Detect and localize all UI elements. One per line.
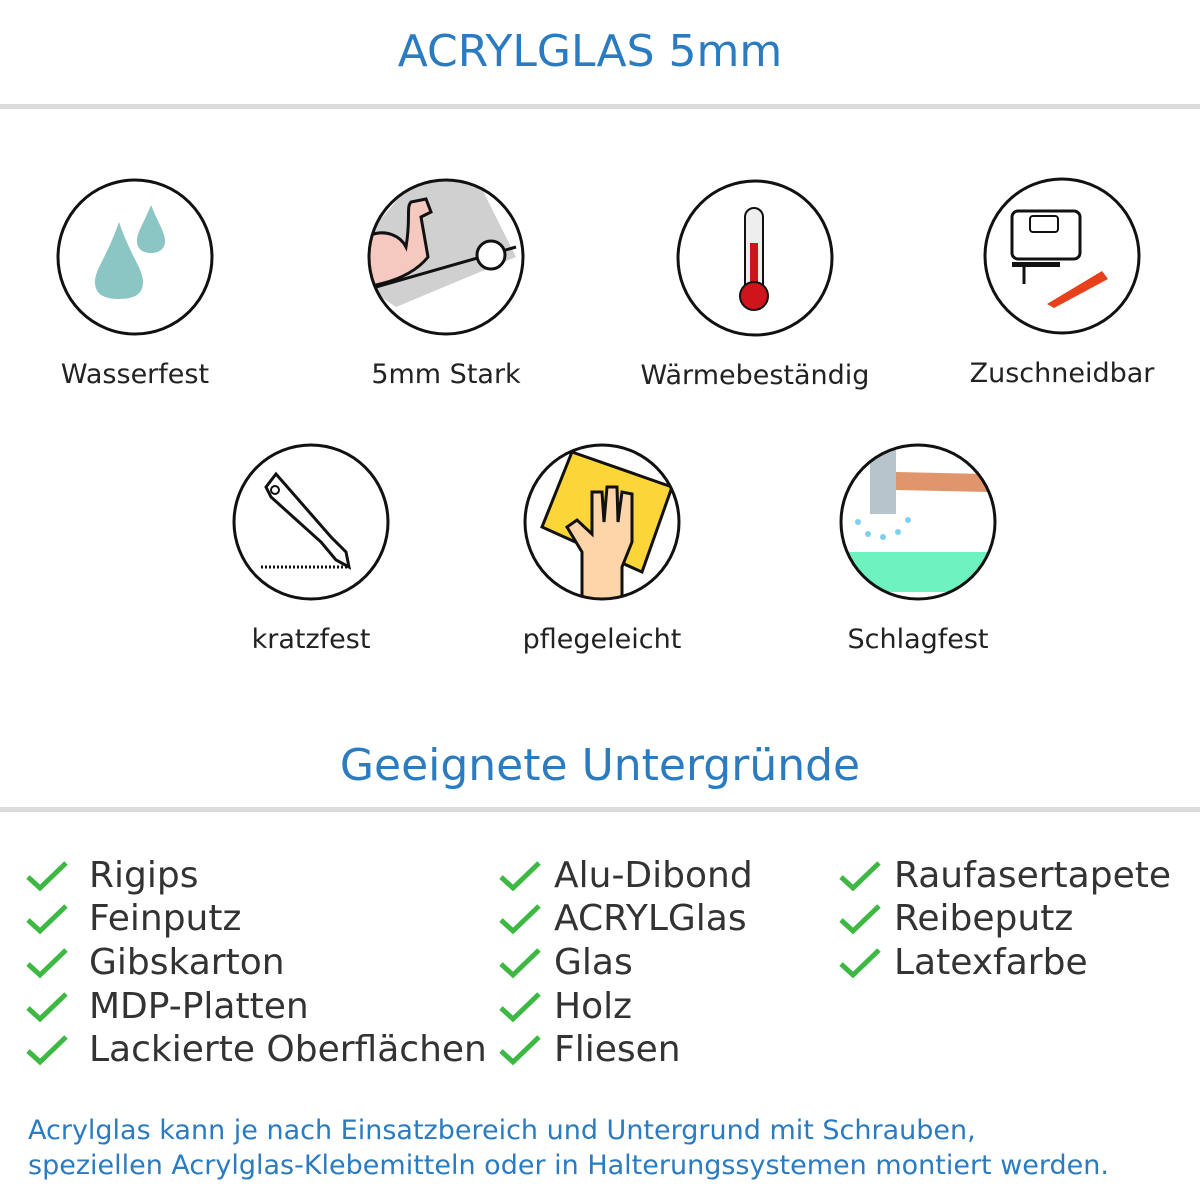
- feature-label: 5mm Stark: [371, 359, 521, 390]
- surface-item: MDP-Platten: [25, 986, 309, 1027]
- divider-top: [0, 104, 1200, 109]
- feature-kratzfest: kratzfest: [161, 442, 461, 655]
- checkmark-icon: [839, 947, 881, 978]
- checkmark-icon: [499, 947, 541, 978]
- checkmark-icon: [839, 903, 881, 934]
- feature-label: Zuschneidbar: [969, 358, 1155, 389]
- surface-item: Feinputz: [25, 898, 241, 939]
- checkmark-icon: [26, 947, 68, 978]
- page-title: ACRYLGLAS 5mm: [397, 26, 783, 77]
- checkmark-icon: [26, 903, 68, 934]
- water-drops-icon: [56, 178, 214, 336]
- surface-item: Gibskarton: [25, 942, 285, 983]
- checkmark-icon: [26, 860, 68, 891]
- footer-line-1: Acrylglas kann je nach Einsatzbereich un…: [28, 1115, 976, 1146]
- hammer-icon: [839, 443, 997, 601]
- checkmark-icon: [26, 991, 68, 1022]
- feature-label: Wasserfest: [60, 359, 210, 390]
- checkmark-icon: [839, 860, 881, 891]
- jigsaw-cutter-icon: [983, 177, 1141, 335]
- surface-item: Alu-Dibond: [498, 855, 753, 896]
- surface-item: Rigips: [25, 855, 198, 896]
- feature-label: Wärmebeständig: [640, 360, 870, 391]
- surface-item: Latexfarbe: [838, 942, 1088, 983]
- utility-knife-icon: [232, 443, 390, 601]
- feature-5mm-stark: 5mm Stark: [296, 177, 596, 390]
- feature-zuschneidbar: Zuschneidbar: [912, 176, 1200, 389]
- surface-label: Feinputz: [89, 898, 242, 939]
- section-title: Geeignete Untergründe: [339, 740, 861, 791]
- surface-item: Holz: [498, 986, 632, 1027]
- surface-item: ACRYLGlas: [498, 898, 747, 939]
- checkmark-icon: [26, 1034, 68, 1065]
- surface-label: Reibeputz: [894, 898, 1074, 939]
- footer-line-2: speziellen Acrylglas-Klebemitteln oder i…: [28, 1150, 1109, 1181]
- surface-label: Glas: [554, 942, 633, 983]
- checkmark-icon: [499, 991, 541, 1022]
- surface-label: Holz: [554, 986, 632, 1027]
- divider-surfaces: [0, 807, 1200, 812]
- surface-item: Reibeputz: [838, 898, 1073, 939]
- surface-label: ACRYLGlas: [554, 898, 747, 939]
- surface-label: Rigips: [89, 855, 199, 896]
- surface-label: Fliesen: [554, 1029, 681, 1070]
- feature-label: kratzfest: [251, 624, 371, 655]
- surface-label: Gibskarton: [89, 942, 285, 983]
- surface-item: Raufasertapete: [838, 855, 1171, 896]
- strong-arm-icon: [367, 178, 525, 336]
- hand-sponge-icon: [523, 443, 681, 601]
- surface-label: MDP-Platten: [89, 986, 309, 1027]
- surface-item: Glas: [498, 942, 633, 983]
- feature-label: Schlagfest: [847, 624, 989, 655]
- thermometer-icon: [676, 179, 834, 337]
- surface-label: Raufasertapete: [894, 855, 1171, 896]
- feature-waermebestaendig: Wärmebeständig: [605, 178, 905, 391]
- checkmark-icon: [499, 860, 541, 891]
- surface-label: Latexfarbe: [894, 942, 1088, 983]
- feature-pflegeleicht: pflegeleicht: [452, 442, 752, 655]
- feature-wasserfest: Wasserfest: [0, 177, 285, 390]
- surface-label: Alu-Dibond: [554, 855, 753, 896]
- checkmark-icon: [499, 1034, 541, 1065]
- feature-schlagfest: Schlagfest: [768, 442, 1068, 655]
- surface-item: Fliesen: [498, 1029, 681, 1070]
- footer-note: Acrylglas kann je nach Einsatzbereich un…: [28, 1113, 1109, 1183]
- surface-label: Lackierte Oberflächen: [89, 1029, 487, 1070]
- feature-label: pflegeleicht: [522, 624, 682, 655]
- surface-item: Lackierte Oberflächen: [25, 1029, 487, 1070]
- checkmark-icon: [499, 903, 541, 934]
